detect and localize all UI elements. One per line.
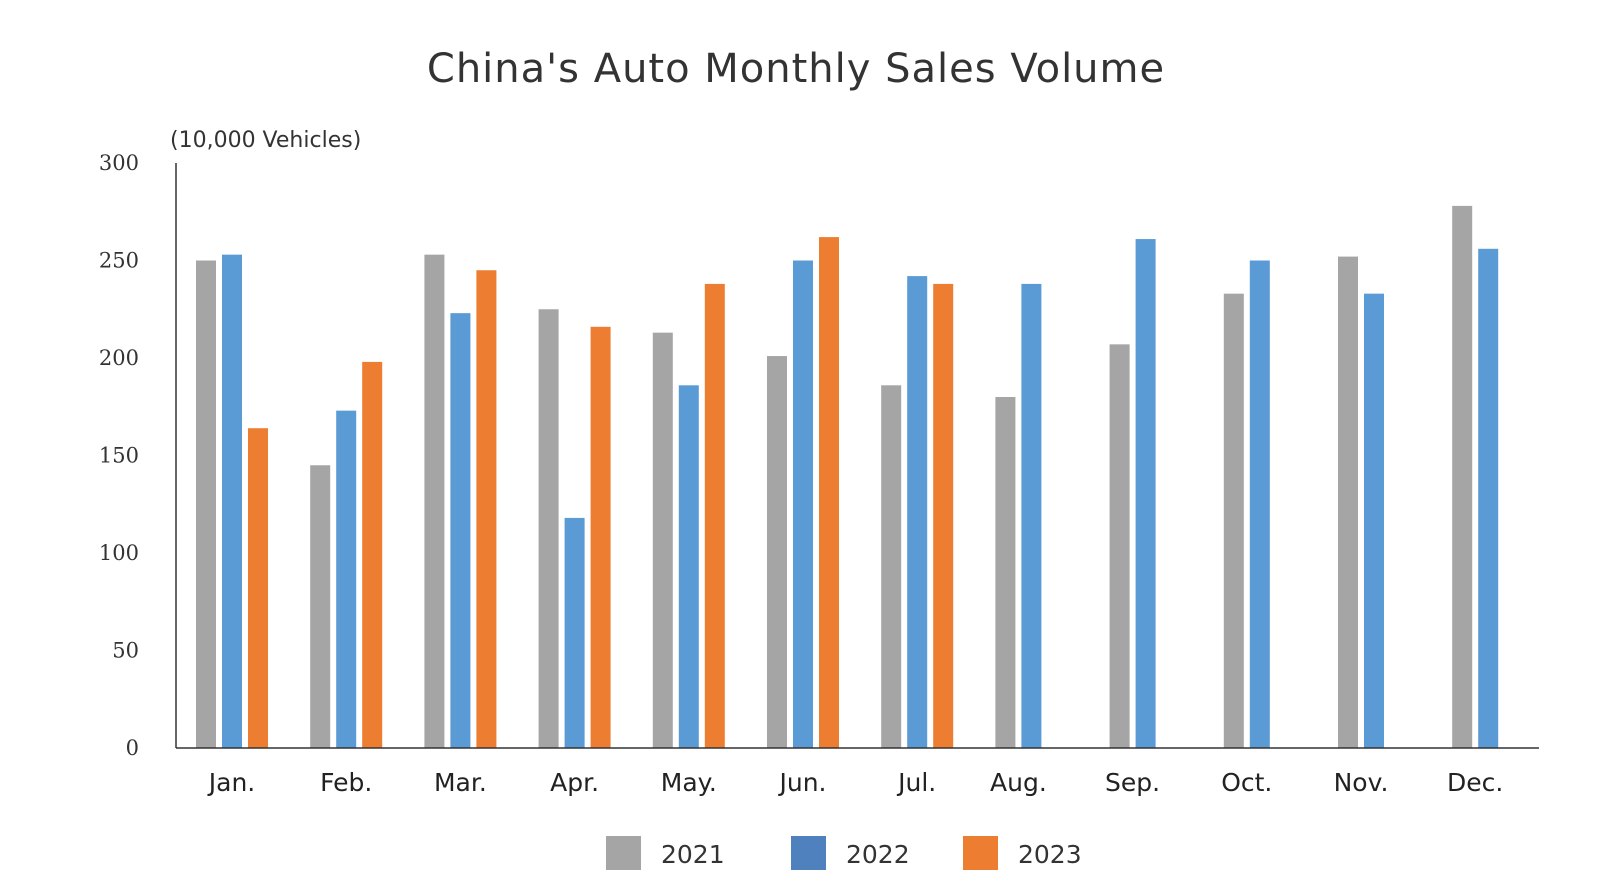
bar-2022-jan	[222, 254, 242, 748]
bar-2023-apr	[590, 326, 611, 748]
y-tick-label: 200	[99, 346, 139, 370]
y-tick-label: 100	[99, 541, 139, 565]
bar-2023-may	[704, 283, 725, 748]
x-axis-ticks: Jan. Feb. Mar. Apr. May. Jun. Jul. Aug. Sep. Oct.…	[207, 768, 1504, 797]
y-tick-label: 150	[99, 444, 139, 468]
bar-2022-jun	[793, 260, 813, 748]
bar-2023-jan	[248, 428, 268, 748]
x-tick-label: Jun.	[777, 768, 826, 797]
x-tick-label: Dec.	[1447, 768, 1503, 797]
legend-swatch-2022	[791, 836, 826, 870]
x-tick-label: May.	[661, 768, 717, 797]
bar-2022-may	[678, 385, 699, 748]
y-tick-label: 300	[99, 151, 139, 175]
legend-swatch-2023	[963, 836, 998, 870]
bar-2021-mar	[424, 254, 445, 748]
bar-2021-nov	[1338, 256, 1358, 748]
bar-2021-jan	[196, 260, 216, 748]
bar-2023-feb	[362, 361, 383, 748]
x-tick-label: Apr.	[550, 768, 599, 797]
x-tick-label: Nov.	[1334, 768, 1389, 797]
legend-swatch-2021	[606, 836, 641, 870]
bars	[196, 205, 1499, 749]
bar-2023-jun	[819, 237, 839, 748]
bar-2021-may	[652, 332, 673, 748]
y-tick-label: 50	[112, 639, 139, 663]
bar-2022-nov	[1364, 293, 1384, 748]
bar-2022-aug	[1021, 283, 1042, 748]
x-tick-label: Sep.	[1105, 768, 1160, 797]
legend-label-2023: 2023	[1018, 840, 1082, 869]
legend: 2021 2022 2023	[606, 836, 1082, 870]
bar-2021-jun	[767, 356, 787, 748]
bar-2021-sep	[1109, 344, 1130, 748]
bar-2021-feb	[310, 465, 331, 748]
y-tick-label: 0	[126, 736, 139, 760]
bar-2021-dec	[1452, 205, 1473, 748]
y-axis-ticks: 0 50 100 150 200 250 300	[99, 151, 139, 760]
bar-2022-dec	[1478, 248, 1499, 749]
bar-2021-aug	[995, 397, 1016, 748]
bar-2021-jul	[881, 385, 902, 748]
legend-label-2022: 2022	[846, 840, 910, 869]
x-tick-label: Oct.	[1221, 768, 1272, 797]
y-tick-label: 250	[99, 249, 139, 273]
x-tick-label: Jan.	[207, 768, 255, 797]
chart-title: China's Auto Monthly Sales Volume	[427, 46, 1165, 92]
bar-2023-mar	[476, 270, 497, 748]
legend-label-2021: 2021	[661, 840, 725, 869]
bar-2021-apr	[538, 309, 559, 748]
x-tick-label: Mar.	[434, 768, 487, 797]
x-tick-label: Aug.	[990, 768, 1047, 797]
bar-2022-jul	[907, 276, 928, 748]
bar-2022-oct	[1249, 260, 1270, 748]
bar-2022-mar	[450, 313, 471, 748]
x-tick-label: Feb.	[320, 768, 372, 797]
bar-2023-jul	[933, 283, 954, 748]
bar-2022-sep	[1135, 239, 1156, 749]
x-tick-label: Jul.	[896, 768, 936, 797]
bar-2021-oct	[1223, 293, 1244, 748]
bar-2022-feb	[336, 410, 357, 748]
y-axis-unit-label: (10,000 Vehicles)	[170, 128, 361, 153]
bar-2022-apr	[564, 517, 585, 748]
